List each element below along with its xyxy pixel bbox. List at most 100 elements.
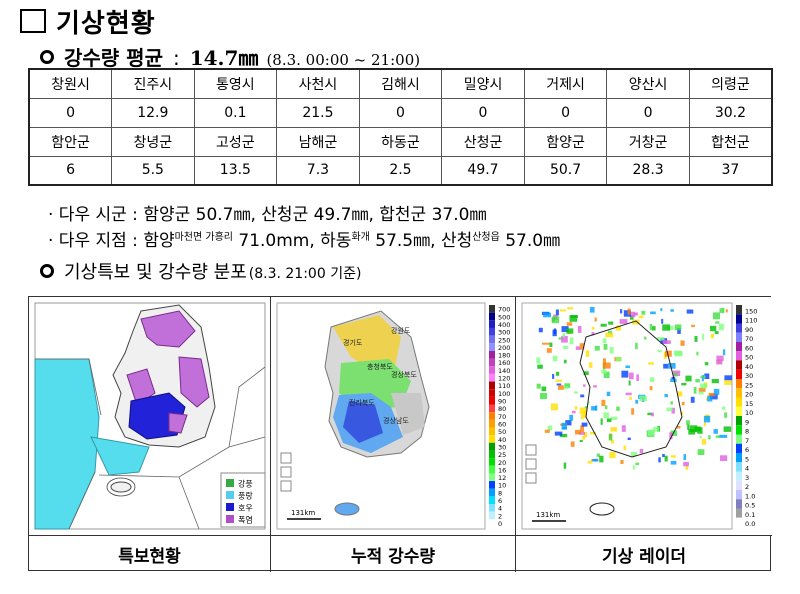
radar-echo [715, 321, 720, 324]
radar-echo [632, 319, 640, 325]
radar-echo [718, 323, 724, 331]
table-value-cell: 7.3 [276, 155, 360, 186]
radar-echo [700, 376, 705, 379]
scale-label: 400 [498, 321, 510, 329]
section2-label: 기상특보 및 강수량 분포 [64, 262, 247, 283]
radar-echo [668, 363, 676, 369]
scale-label: 3 [745, 474, 749, 482]
radar-echo [635, 399, 639, 404]
scale-swatch [736, 305, 742, 315]
scale-swatch [489, 473, 495, 482]
radar-echo [683, 454, 686, 461]
station3-sub: 산청읍 [472, 232, 500, 243]
region-label: 충청북도 [367, 362, 393, 371]
radar-echo [703, 422, 706, 427]
radar-echo [559, 309, 567, 312]
table-row: 6 5.5 13.5 7.3 2.5 49.7 50.7 28.3 37 [28, 155, 773, 186]
scale-swatch [489, 312, 495, 321]
scale-swatch [736, 453, 742, 463]
scale-label: 70 [745, 335, 753, 343]
heavy-rain-counties: · 다우 시군 : 함양군 50.7㎜, 산청군 49.7㎜, 합천군 37.0… [48, 200, 486, 225]
radar-echo [629, 315, 634, 320]
scale-swatch [489, 488, 495, 497]
radar-zoom-in-icon [525, 444, 537, 456]
rainfall-table: 창원시 진주시 통영시 사천시 김해시 밀양시 거제시 양산시 의령군 0 12.9 0.1 21.5 0… [28, 68, 773, 186]
radar-echo [670, 401, 673, 405]
scale-label: 4 [498, 505, 502, 513]
table-value-cell: 49.7 [441, 155, 525, 186]
radar-echo [563, 462, 567, 469]
radar-echo [648, 429, 655, 436]
radar-echo [715, 435, 721, 438]
radar-echo [714, 331, 719, 335]
scale-swatch [736, 508, 742, 518]
scale-label: 8 [498, 489, 502, 497]
radar-echo [702, 333, 705, 340]
radar-echo [575, 346, 581, 350]
legend-label: 호우 [238, 504, 253, 513]
legend-label: 폭염 [238, 516, 253, 525]
radar-echo [559, 433, 568, 438]
region-label: 강원도 [391, 326, 411, 335]
radar-echo [669, 432, 673, 440]
checkbox-square-icon [20, 9, 46, 33]
scale-swatch [736, 314, 742, 324]
station2-name: 하동 [320, 231, 352, 251]
scale-label: 250 [498, 336, 510, 344]
radar-echo [583, 411, 587, 418]
radar-echo [620, 459, 624, 464]
radar-echo [630, 311, 636, 318]
scale-label: 1.0 [745, 492, 755, 500]
station1-value: 71.0mm, [232, 231, 321, 251]
radar-echo [623, 445, 627, 450]
radar-echo [662, 340, 671, 344]
scale-label: 120 [498, 375, 510, 383]
radar-echo [550, 403, 558, 411]
radar-echo [650, 311, 656, 315]
radar-echo [698, 387, 706, 392]
table-header-cell: 함양군 [523, 126, 608, 157]
radar-echo [564, 383, 571, 388]
zoom-out-icon [280, 466, 292, 478]
avg-value: 14.7㎜ [189, 46, 259, 70]
radar-echo [623, 310, 631, 317]
radar-echo [606, 391, 611, 397]
radar-echo [685, 375, 692, 382]
radar-echo [704, 362, 709, 366]
scale-label: 60 [745, 344, 753, 352]
radar-echo [607, 330, 613, 335]
radar-echo [699, 436, 702, 439]
scale-label: 110 [498, 382, 510, 390]
scale-label: 150 [745, 307, 757, 315]
radar-echo [591, 406, 597, 411]
scale-label: 5 [745, 455, 749, 463]
scale-label: 70 [498, 413, 506, 421]
scale-label: 25 [745, 381, 753, 389]
map-panels: 강풍 풍랑 호우 폭염 경기도 충청북도 경상북도 전라북도 경상남도 강원도 131 [28, 296, 772, 572]
radar-echo [575, 429, 581, 435]
scale-swatch [489, 519, 495, 527]
radar-echo [557, 385, 564, 390]
radar-echo [708, 392, 716, 397]
station1-name: 함양 [143, 231, 175, 251]
scale-swatch [736, 406, 742, 416]
table-value-cell: 0 [28, 97, 113, 128]
table-value-cell: 5.5 [111, 155, 195, 186]
radar-echo [674, 324, 682, 331]
warning-map: 강풍 풍랑 호우 폭염 [29, 297, 271, 535]
scale-label: 40 [745, 363, 753, 371]
table-row: 창원시 진주시 통영시 사천시 김해시 밀양시 거제시 양산시 의령군 [28, 68, 773, 99]
radar-echo [538, 327, 543, 333]
caption-row: 특보현황 누적 강수량 기상 레이더 [29, 535, 772, 572]
radar-scale-label: 131km [536, 511, 560, 519]
radar-echo [567, 307, 573, 310]
radar-echo [584, 406, 588, 409]
radar-echo [635, 462, 640, 466]
scale-label: 90 [745, 326, 753, 334]
radar-echo [705, 397, 709, 401]
table-header-cell: 의령군 [688, 68, 773, 99]
warning-map-caption: 특보현황 [29, 536, 271, 572]
radar-echo [716, 359, 723, 365]
radar-echo [711, 379, 719, 384]
scale-label: 7 [745, 437, 749, 445]
